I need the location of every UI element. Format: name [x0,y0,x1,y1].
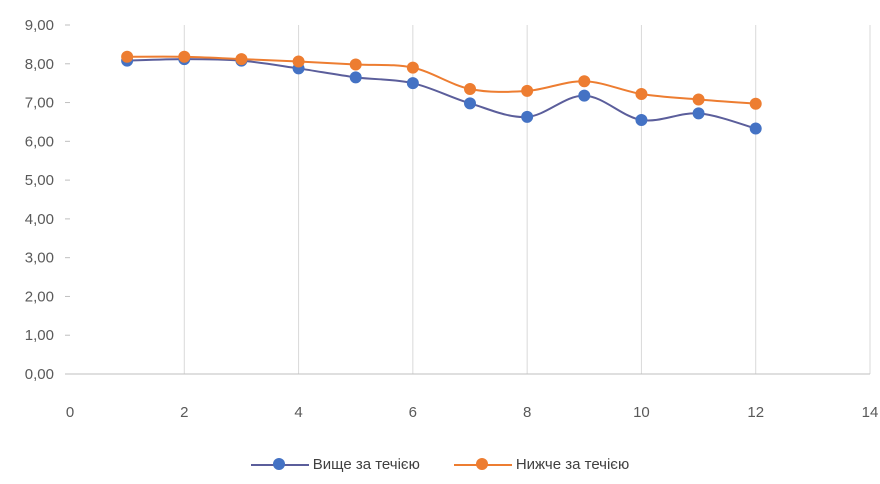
data-point [521,110,534,123]
x-tick-labels: 0 2 4 6 8 10 12 14 [66,404,879,421]
legend: Вище за течією Нижче за течією [0,456,880,473]
x-tick-label: 6 [409,404,417,421]
series-group [121,50,762,135]
data-point [749,97,762,110]
series-line-2 [127,55,756,105]
data-point [749,122,762,135]
series-1 [121,53,762,135]
legend-label-series-2: Нижче за течією [515,456,630,473]
y-tick-label: 7,00 [25,95,54,112]
data-point [406,77,419,90]
y-tick-label: 8,00 [25,56,54,73]
series-2 [121,50,762,110]
y-tick-label: 3,00 [25,250,54,267]
data-point [349,58,362,71]
axes [65,24,870,375]
data-point [578,89,591,102]
data-point [635,114,648,127]
x-tick-label: 4 [294,404,302,421]
x-tick-label: 10 [633,404,650,421]
line-chart: 0,00 1,00 2,00 3,00 4,00 5,00 6,00 7,00 8,00 9,00… [25,17,879,421]
y-tick-label: 5,00 [25,172,54,189]
data-point [692,93,705,106]
data-point [521,84,534,97]
data-point [178,50,191,63]
y-tick-label: 1,00 [25,327,54,344]
x-tick-label: 8 [523,404,531,421]
y-tick-label: 6,00 [25,133,54,150]
y-tick-label: 0,00 [25,366,54,383]
data-point [349,71,362,84]
data-point [406,61,419,74]
grid-lines [183,25,871,374]
data-point [578,75,591,88]
y-tick-labels: 0,00 1,00 2,00 3,00 4,00 5,00 6,00 7,00 8,00 9,00 [25,17,54,383]
data-point [692,107,705,120]
legend-item-series-2[interactable]: Нижче за течією [453,456,630,473]
y-tick-label: 4,00 [25,211,54,228]
x-tick-label: 14 [862,404,879,421]
x-tick-label: 0 [66,404,74,421]
legend-marker-series-1 [250,457,309,472]
legend-item-series-1[interactable]: Вище за течією [250,456,420,473]
data-point [635,88,648,101]
legend-label-series-1: Вище за течією [312,456,420,473]
data-point [292,55,305,68]
x-tick-label: 12 [747,404,764,421]
data-point [121,50,134,63]
data-point [464,82,476,95]
data-point [235,53,248,66]
series-line-1 [127,58,756,130]
data-point [464,97,476,110]
x-tick-label: 2 [180,404,188,421]
legend-marker-series-2 [453,457,512,472]
y-tick-label: 2,00 [25,288,54,305]
y-tick-label: 9,00 [25,17,54,34]
